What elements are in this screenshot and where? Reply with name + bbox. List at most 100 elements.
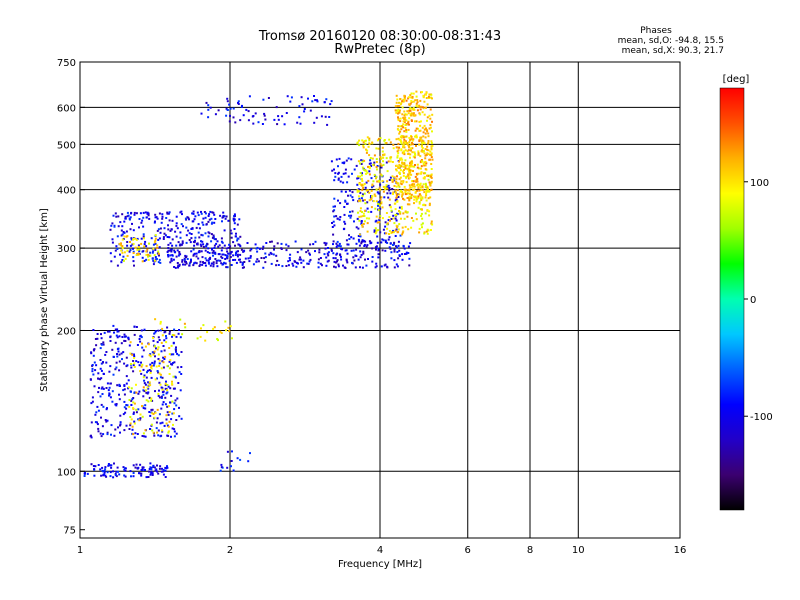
- scatter-point: [217, 253, 220, 256]
- scatter-point: [332, 220, 335, 223]
- scatter-point: [399, 190, 402, 193]
- scatter-point: [160, 395, 163, 398]
- scatter-point: [378, 221, 381, 224]
- scatter-point: [162, 469, 165, 471]
- scatter-point: [405, 113, 408, 116]
- scatter-point: [324, 243, 327, 246]
- scatter-point: [102, 405, 105, 408]
- scatter-point: [399, 173, 401, 175]
- scatter-point: [110, 424, 113, 427]
- scatter-point: [125, 404, 128, 406]
- scatter-point: [180, 351, 183, 353]
- scatter-point: [140, 237, 143, 240]
- scatter-point: [403, 163, 406, 166]
- scatter-point: [211, 221, 214, 224]
- scatter-point: [423, 113, 426, 116]
- scatter-point: [114, 249, 117, 252]
- scatter-point: [381, 146, 384, 149]
- scatter-point: [153, 362, 156, 365]
- scatter-point: [380, 202, 383, 205]
- scatter-point: [145, 476, 148, 479]
- scatter-point: [348, 238, 351, 240]
- scatter-point: [135, 326, 138, 328]
- scatter-point: [124, 411, 127, 414]
- scatter-point: [399, 212, 402, 215]
- scatter-point: [145, 253, 148, 256]
- scatter-point: [397, 119, 400, 122]
- scatter-point: [388, 230, 391, 232]
- scatter-point: [398, 132, 401, 135]
- scatter-point: [375, 219, 378, 222]
- scatter-point: [358, 190, 361, 193]
- scatter-point: [219, 330, 222, 333]
- scatter-point: [421, 139, 424, 142]
- scatter-point: [250, 248, 253, 251]
- scatter-point: [109, 228, 112, 231]
- scatter-point: [406, 167, 409, 170]
- scatter-point: [216, 265, 219, 268]
- scatter-point: [128, 217, 131, 220]
- scatter-point: [113, 462, 115, 465]
- scatter-point: [159, 231, 162, 234]
- scatter-point: [104, 419, 107, 421]
- scatter-point: [173, 428, 176, 431]
- scatter-point: [163, 339, 166, 342]
- scatter-point: [422, 135, 425, 138]
- scatter-point: [138, 472, 141, 475]
- scatter-point: [212, 265, 215, 268]
- scatter-point: [365, 148, 367, 151]
- scatter-point: [384, 187, 387, 190]
- scatter-point: [390, 257, 393, 260]
- scatter-point: [204, 212, 207, 215]
- scatter-point: [391, 188, 394, 190]
- scatter-point: [373, 193, 376, 196]
- scatter-point: [346, 181, 349, 184]
- scatter-point: [365, 170, 368, 173]
- scatter-point: [142, 349, 145, 352]
- scatter-point: [231, 337, 233, 340]
- scatter-point: [410, 195, 413, 198]
- scatter-point: [109, 464, 112, 467]
- scatter-point: [333, 265, 335, 268]
- scatter-point: [152, 364, 155, 367]
- scatter-point: [168, 330, 171, 333]
- scatter-point: [240, 248, 243, 251]
- scatter-point: [399, 157, 402, 160]
- scatter-point: [175, 404, 178, 407]
- scatter-point: [232, 241, 235, 244]
- scatter-point: [396, 105, 399, 108]
- scatter-point: [83, 475, 86, 477]
- scatter-point: [149, 355, 152, 358]
- scatter-point: [141, 405, 143, 407]
- scatter-point: [170, 353, 173, 356]
- scatter-point: [163, 349, 166, 352]
- scatter-point: [235, 261, 238, 264]
- scatter-point: [151, 429, 154, 432]
- scatter-point: [159, 322, 162, 325]
- scatter-point: [122, 466, 125, 469]
- scatter-point: [389, 206, 392, 209]
- scatter-point: [370, 198, 372, 201]
- scatter-point: [132, 413, 135, 415]
- scatter-point: [341, 161, 344, 164]
- scatter-point: [156, 244, 159, 247]
- scatter-point: [173, 251, 176, 253]
- scatter-point: [122, 259, 125, 262]
- scatter-point: [262, 245, 265, 248]
- scatter-point: [150, 376, 153, 379]
- scatter-point: [132, 433, 135, 436]
- scatter-point: [411, 162, 414, 164]
- scatter-point: [416, 105, 419, 108]
- scatter-point: [225, 266, 228, 269]
- scatter-point: [164, 355, 167, 358]
- phases-header: Phases: [640, 26, 672, 36]
- scatter-point: [425, 93, 427, 96]
- scatter-point: [130, 238, 133, 241]
- scatter-point: [391, 178, 393, 181]
- scatter-point: [180, 243, 183, 246]
- scatter-point: [363, 220, 366, 223]
- stats-o: mean, sd,O: -94.8, 15.5: [618, 36, 724, 46]
- scatter-point: [307, 262, 310, 265]
- scatter-point: [316, 100, 319, 103]
- scatter-point: [170, 250, 173, 253]
